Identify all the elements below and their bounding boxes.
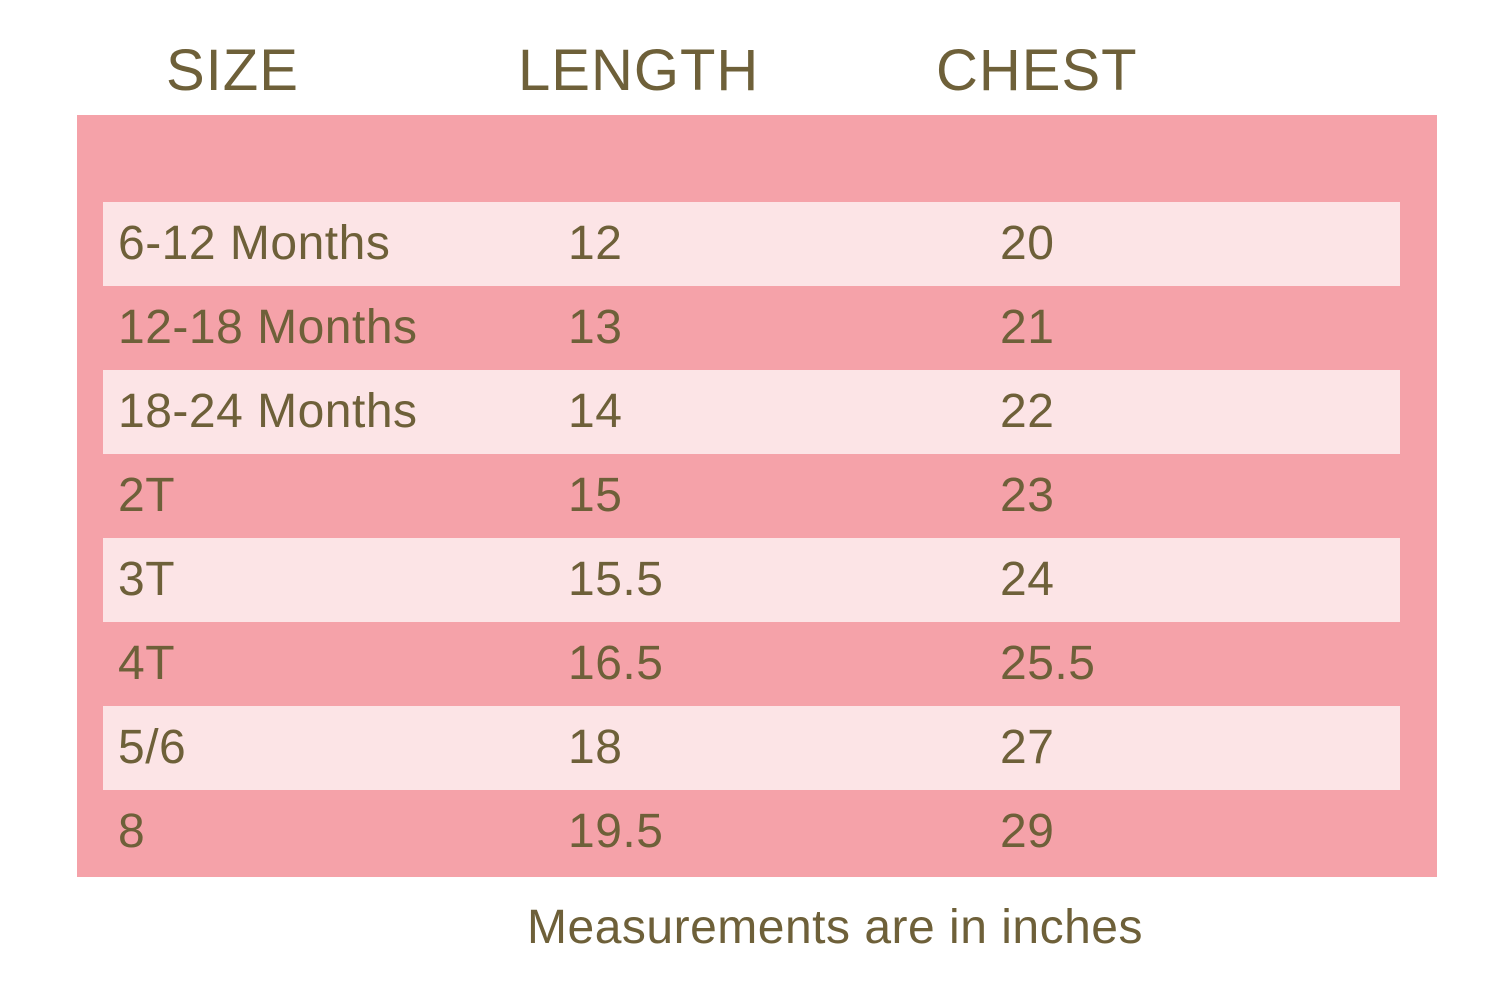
column-header-length: LENGTH [518,38,760,103]
table-row: 2T 15 23 [77,454,1437,538]
length-cell: 15 [568,469,623,522]
size-cell: 4T [118,637,176,690]
length-cell: 18 [568,721,623,774]
size-cell: 8 [118,805,146,858]
table-row: 12-18 Months 13 21 [77,286,1437,370]
chest-cell: 21 [1000,301,1055,354]
length-cell: 12 [568,217,623,270]
table-row: 18-24 Months 14 22 [77,370,1437,454]
measurements-note: Measurements are in inches [527,901,1143,954]
size-cell: 18-24 Months [118,385,418,438]
chest-cell: 23 [1000,469,1055,522]
table-row: 3T 15.5 24 [77,538,1437,622]
chest-cell: 27 [1000,721,1055,774]
length-cell: 16.5 [568,637,664,690]
length-cell: 14 [568,385,623,438]
chest-cell: 20 [1000,217,1055,270]
chest-cell: 22 [1000,385,1055,438]
table-row: 6-12 Months 12 20 [77,202,1437,286]
table-rows: 6-12 Months 12 20 12-18 Months 13 21 18-… [77,202,1437,874]
length-cell: 15.5 [568,553,664,606]
table-row: 8 19.5 29 [77,790,1437,874]
size-cell: 12-18 Months [118,301,418,354]
size-cell: 3T [118,553,176,606]
size-cell: 5/6 [118,721,187,774]
table-row: 4T 16.5 25.5 [77,622,1437,706]
length-cell: 13 [568,301,623,354]
length-cell: 19.5 [568,805,664,858]
table-row: 5/6 18 27 [77,706,1437,790]
size-cell: 6-12 Months [118,217,391,270]
chest-cell: 24 [1000,553,1055,606]
size-cell: 2T [118,469,176,522]
chest-cell: 25.5 [1000,637,1096,690]
size-chart-table: 6-12 Months 12 20 12-18 Months 13 21 18-… [77,115,1437,877]
column-header-chest: CHEST [936,38,1138,103]
column-header-size: SIZE [166,38,299,103]
chest-cell: 29 [1000,805,1055,858]
